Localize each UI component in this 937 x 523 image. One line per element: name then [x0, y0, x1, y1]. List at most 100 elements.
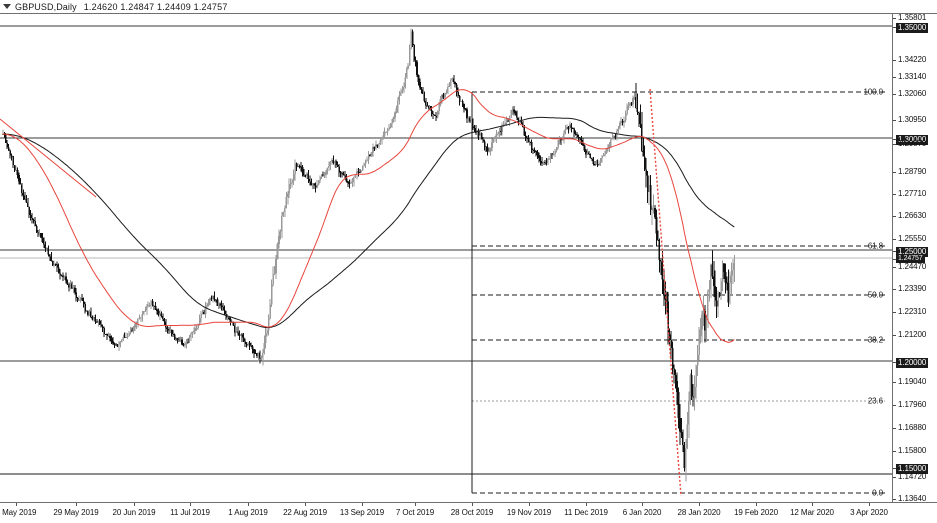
candle-wick: [633, 92, 635, 100]
candle-wick: [287, 191, 289, 205]
candle-body: [689, 374, 692, 402]
candle-wick: [503, 120, 505, 127]
candle-body: [445, 93, 448, 95]
time-tick: [756, 503, 757, 506]
candle-body: [558, 139, 561, 144]
candle-body: [282, 211, 285, 217]
candle-wick: [426, 101, 428, 107]
candle-body: [141, 314, 144, 318]
candle-body: [586, 152, 589, 155]
ohlc-values: 1.24620 1.24847 1.24409 1.24757: [83, 1, 228, 12]
candle-body: [307, 173, 310, 180]
candle-wick: [250, 342, 252, 348]
candle-wick: [642, 137, 644, 157]
candle-body: [673, 368, 675, 376]
candle-body: [69, 283, 72, 288]
candle-body: [552, 153, 555, 155]
candle-body: [450, 79, 452, 87]
time-scale[interactable]: 7 May 2019 29 May 2019 20 Jun 2019 11 Jul 2…: [0, 503, 937, 523]
candle-body: [382, 135, 385, 140]
candle-body: [62, 275, 64, 277]
candle-body: [85, 310, 88, 312]
candle-wick: [25, 194, 27, 203]
candle-body: [264, 333, 267, 343]
candle-body: [247, 343, 249, 346]
candle-body: [331, 160, 333, 162]
candle-body: [455, 84, 458, 93]
price-tick: [893, 477, 896, 478]
candle-body: [175, 338, 177, 340]
candle-body: [601, 156, 603, 158]
candle-wick: [11, 153, 13, 161]
candle-body: [239, 334, 242, 336]
candle-wick: [454, 81, 456, 88]
candle-body: [536, 151, 539, 156]
price-label-highlight: 1.30000: [896, 135, 929, 145]
candle-body: [190, 333, 192, 338]
candle-body: [643, 156, 646, 170]
candle-body: [73, 287, 76, 293]
candle-body: [47, 247, 50, 255]
candle-body: [354, 175, 357, 178]
candle-body: [629, 103, 631, 105]
candle-body: [284, 207, 286, 212]
candle-body: [323, 174, 326, 176]
chevron-down-icon[interactable]: [3, 4, 11, 9]
candle-body: [473, 126, 476, 129]
price-label: 1.21200: [898, 330, 927, 339]
candle-body: [88, 311, 91, 315]
candle-wick: [529, 141, 531, 146]
candle-wick: [147, 301, 149, 308]
candle-body: [125, 337, 127, 339]
candle-body: [19, 181, 22, 185]
candle-wick: [393, 116, 395, 123]
candle-body: [178, 339, 180, 341]
candle-wick: [49, 253, 51, 262]
candle-body: [366, 159, 368, 161]
candle-wick: [172, 330, 174, 338]
candle-body: [522, 122, 524, 128]
candle-body: [538, 155, 540, 158]
candle-wick: [180, 336, 182, 343]
candle-body: [279, 231, 282, 237]
candle-body: [200, 313, 202, 319]
candle-body: [671, 348, 674, 369]
price-plot-area[interactable]: 100.0 61.8 50.0 38.2 23.6 0.0: [0, 13, 893, 503]
candle-body: [680, 431, 683, 433]
candle-wick: [340, 171, 342, 178]
chart-header: GBPUSD,Daily 1.24620 1.24847 1.24409 1.2…: [0, 0, 937, 13]
candle-body: [447, 86, 449, 94]
candle-body: [115, 344, 117, 346]
candle-body: [419, 81, 421, 88]
candle-body: [702, 310, 705, 315]
candle-body: [646, 175, 649, 192]
candle-wick: [177, 337, 179, 344]
candle-body: [571, 127, 574, 129]
candle-body: [426, 105, 429, 107]
candle-wick: [125, 332, 127, 339]
candle-wick: [168, 326, 170, 335]
candle-body: [348, 183, 351, 185]
candle-body: [338, 166, 340, 173]
candle-body: [460, 100, 462, 102]
candle-body: [635, 97, 637, 108]
candle-body: [357, 171, 360, 173]
candle-body: [513, 109, 515, 112]
candle-body: [714, 285, 717, 301]
price-scale[interactable]: 1.35801 1.35000 1.34220 1.33140 1.32060 1.309…: [893, 13, 937, 503]
candle-body: [192, 331, 195, 333]
candle-wick: [72, 285, 74, 293]
candle-wick: [316, 179, 318, 189]
candle-body: [370, 152, 373, 157]
time-tick: [869, 503, 870, 506]
candle-wick: [81, 293, 83, 302]
candle-wick: [494, 136, 496, 143]
candle-body: [561, 138, 564, 141]
candle-wick: [344, 170, 346, 180]
candle-wick: [347, 180, 349, 187]
candle-wick: [175, 337, 177, 342]
candle-body: [472, 119, 474, 127]
price-tick: [893, 216, 896, 217]
candle-body: [729, 282, 731, 303]
candle-wick: [235, 327, 237, 333]
